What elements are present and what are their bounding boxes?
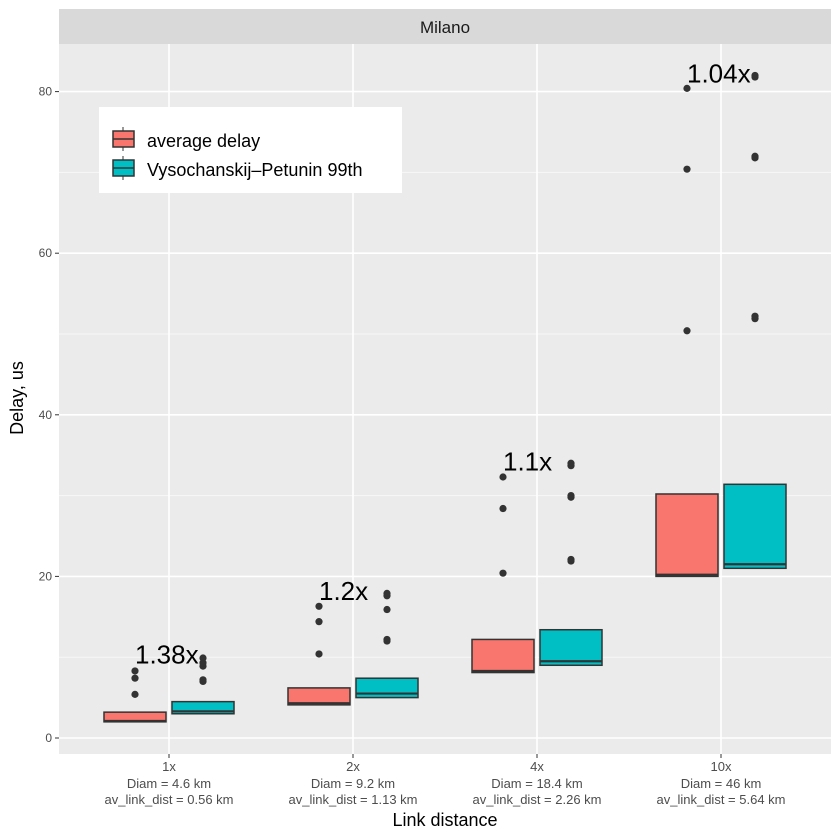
outlier-point (751, 152, 759, 160)
boxes-layer (103, 483, 787, 723)
outlier-point (131, 690, 139, 698)
x-tick-sublabel: Diam = 18.4 km (491, 776, 582, 791)
outlier-point (683, 84, 691, 92)
facet-title: Milano (420, 18, 470, 37)
outlier-point (683, 165, 691, 173)
y-axis: 0 20 40 60 80 (39, 85, 59, 745)
outlier-point (751, 312, 759, 320)
x-tick-sublabel: Diam = 46 km (681, 776, 762, 791)
y-tick-label: 20 (39, 569, 53, 583)
x-tick-label: 10x (711, 759, 732, 774)
ratio-annotation: 1.04x (687, 59, 751, 89)
y-tick-label: 0 (45, 731, 52, 745)
outlier-point (199, 676, 207, 684)
box-vp-99th (723, 483, 787, 570)
legend-label-average-delay: average delay (147, 131, 260, 151)
outlier-point (315, 650, 323, 658)
outlier-point (383, 589, 391, 597)
outlier-point (315, 618, 323, 626)
outlier-point (499, 569, 507, 577)
legend-label-vp-99th: Vysochanskij–Petunin 99th (147, 160, 362, 180)
x-tick-sublabel: av_link_dist = 2.26 km (473, 792, 602, 807)
y-tick-label: 40 (39, 408, 53, 422)
outlier-point (683, 327, 691, 335)
box-vp-99th (355, 677, 419, 699)
box-average-delay (471, 638, 535, 674)
outliers-layer (131, 71, 759, 698)
ratio-annotation: 1.38x (135, 640, 199, 670)
facet-strip (59, 9, 831, 44)
ratio-annotations: 1.38x 1.2x 1.1x 1.04x (135, 59, 751, 670)
x-tick-sublabel: av_link_dist = 1.13 km (289, 792, 418, 807)
x-tick-label: 4x (530, 759, 544, 774)
x-axis-title: Link distance (392, 810, 497, 830)
legend-background (99, 107, 402, 193)
outlier-point (315, 602, 323, 610)
outlier-point (751, 71, 759, 80)
y-tick-label: 60 (39, 246, 53, 260)
ratio-annotation: 1.1x (503, 447, 552, 477)
x-tick-label: 1x (162, 759, 176, 774)
outlier-point (499, 473, 507, 481)
x-tick-sublabel: Diam = 4.6 km (127, 776, 211, 791)
outlier-point (567, 555, 575, 564)
outlier-point (131, 667, 139, 675)
ratio-annotation: 1.2x (319, 576, 368, 606)
outlier-point (383, 605, 391, 614)
x-tick-label: 2x (346, 759, 360, 774)
legend: average delay Vysochanskij–Petunin 99th (99, 107, 402, 193)
grid-lines (59, 44, 831, 754)
outlier-point (131, 674, 139, 682)
outlier-point (567, 459, 575, 467)
y-axis-title: Delay, us (7, 361, 27, 435)
box-average-delay (287, 687, 351, 706)
outlier-point (567, 492, 575, 500)
outlier-point (383, 635, 391, 644)
y-tick-label: 80 (39, 85, 53, 99)
x-tick-sublabel: Diam = 9.2 km (311, 776, 395, 791)
x-tick-sublabel: av_link_dist = 5.64 km (657, 792, 786, 807)
box-average-delay (655, 493, 719, 578)
outlier-point (499, 504, 507, 513)
x-tick-sublabel: av_link_dist = 0.56 km (105, 792, 234, 807)
box-vp-99th (539, 628, 603, 667)
outlier-point (199, 654, 207, 662)
